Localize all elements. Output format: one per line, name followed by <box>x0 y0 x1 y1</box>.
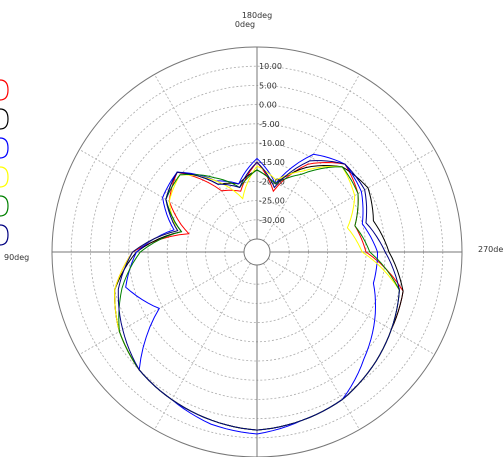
legend-swatch <box>0 224 9 246</box>
radial-tick-label: -15.00 <box>259 158 285 167</box>
series-line-5 <box>118 166 400 431</box>
radial-tick-label: -20.00 <box>259 177 285 186</box>
angle-label-90: 90deg <box>4 253 29 262</box>
radial-tick-label: 5.00 <box>259 81 277 90</box>
grid-spoke <box>154 263 251 430</box>
grid-spoke <box>79 258 246 355</box>
legend-swatch <box>0 79 9 101</box>
grid-spoke <box>268 149 435 246</box>
radial-tick-label: -5.00 <box>259 120 280 129</box>
angle-label-0: 0deg <box>235 20 255 29</box>
polar-grid <box>51 46 463 457</box>
radial-tick-label: -30.00 <box>259 216 285 225</box>
radial-tick-label: -10.00 <box>259 139 285 148</box>
radial-tick-label: 10.00 <box>259 62 282 71</box>
grid-spoke <box>268 258 435 355</box>
radial-tick-label: 0.00 <box>259 101 277 110</box>
legend <box>0 79 9 246</box>
series-line-6 <box>117 160 400 431</box>
angle-label-270: 270de <box>478 245 503 254</box>
series-group <box>114 153 404 435</box>
legend-swatch <box>0 195 9 217</box>
grid-spoke <box>263 74 360 241</box>
legend-swatch <box>0 137 9 159</box>
grid-spoke <box>154 74 251 241</box>
center-hole <box>243 238 271 266</box>
grid-spoke <box>263 263 360 430</box>
legend-swatch <box>0 108 9 130</box>
angle-label-180: 180deg <box>242 11 272 20</box>
radial-tick-labels: 10.00 5.00 0.00 -5.00 -10.00 -15.00 -20.00 -25.… <box>259 62 285 225</box>
series-line-3 <box>125 153 379 435</box>
radial-tick-label: -25.00 <box>259 197 285 206</box>
legend-swatch <box>0 166 9 188</box>
